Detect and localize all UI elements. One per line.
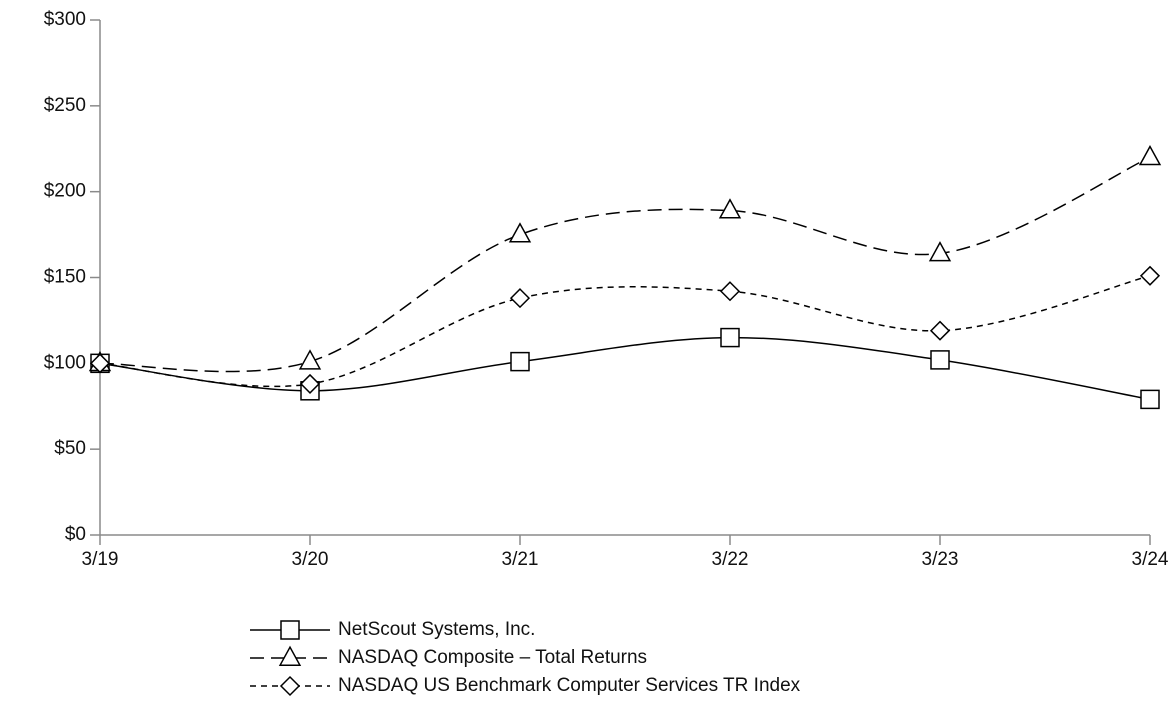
marker: [928, 241, 952, 262]
y-tick-label: $50: [54, 438, 86, 459]
marker: [1140, 389, 1160, 410]
marker: [1139, 265, 1161, 286]
marker: [929, 320, 951, 341]
marker: [719, 281, 741, 302]
x-tick-label: 3/20: [292, 549, 329, 570]
x-tick-label: 3/22: [712, 549, 749, 570]
marker: [1138, 144, 1162, 166]
series-line: [99, 336, 1151, 401]
y-tick-label: $150: [44, 267, 86, 288]
marker: [280, 620, 300, 640]
y-tick-label: $200: [44, 181, 86, 202]
y-tick-label: $300: [44, 9, 86, 30]
x-tick-label: 3/19: [82, 549, 119, 570]
legend-label: NASDAQ US Benchmark Computer Services TR…: [338, 675, 801, 696]
series-line: [99, 156, 1151, 373]
legend-label: NASDAQ Composite – Total Returns: [338, 647, 647, 668]
x-tick-label: 3/24: [1132, 549, 1169, 570]
marker: [930, 350, 950, 370]
x-tick-label: 3/21: [502, 549, 539, 570]
legend-label: NetScout Systems, Inc.: [338, 619, 535, 640]
marker: [278, 645, 302, 666]
x-tick-label: 3/23: [922, 549, 959, 570]
marker: [509, 288, 531, 309]
marker: [720, 327, 740, 348]
y-tick-label: $250: [44, 95, 86, 116]
marker: [718, 198, 742, 219]
marker: [299, 373, 321, 394]
y-tick-label: $0: [65, 524, 86, 545]
marker: [298, 349, 322, 370]
marker: [510, 351, 530, 372]
marker: [508, 222, 532, 243]
marker: [279, 675, 301, 697]
y-tick-label: $100: [44, 352, 86, 373]
marker: [89, 353, 111, 374]
series-line: [99, 275, 1151, 388]
